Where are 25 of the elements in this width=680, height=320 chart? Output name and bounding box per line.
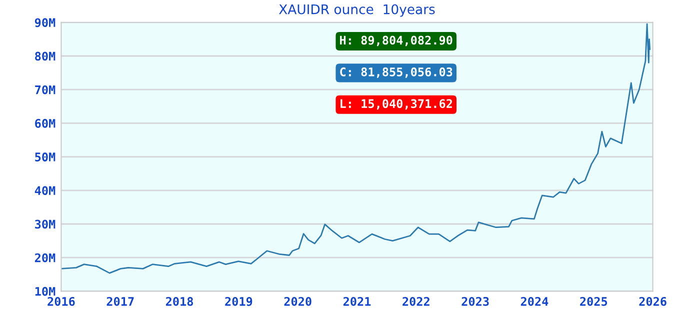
x-tick-label: 2016 xyxy=(48,296,75,306)
y-tick-label: 70M xyxy=(35,85,56,94)
y-tick-label: 40M xyxy=(34,186,56,196)
y-tick-label: 80M xyxy=(35,52,56,61)
annotation: C: 81,855,056.03 xyxy=(340,67,452,78)
annotation: H: 89,804,082.90 xyxy=(340,36,452,46)
y-tick-label: 90M xyxy=(34,18,56,28)
x-tick-label: 2024 xyxy=(520,296,548,306)
y-tick-label: 50M xyxy=(35,152,56,162)
chart-title: XAUIDR ounce 10years xyxy=(278,4,435,17)
x-tick-label: 2023 xyxy=(462,296,489,306)
x-tick-label: 2022 xyxy=(402,296,430,306)
x-tick-label: 2020 xyxy=(284,296,312,306)
x-tick-label: 2019 xyxy=(225,296,252,306)
x-tick-label: 2025 xyxy=(580,296,608,306)
x-tick-label: 2026 xyxy=(639,296,666,306)
x-tick-label: 2017 xyxy=(106,296,134,306)
y-tick-label: 30M xyxy=(35,220,56,229)
y-tick-label: 10M xyxy=(35,286,56,296)
y-tick-label: 20M xyxy=(34,253,56,262)
x-tick-label: 2018 xyxy=(166,296,193,306)
line-series xyxy=(61,23,651,274)
x-tick-label: 2021 xyxy=(343,296,371,306)
y-tick-label: 60M xyxy=(35,118,56,128)
annotation: L: 15,040,371.62 xyxy=(340,99,452,110)
